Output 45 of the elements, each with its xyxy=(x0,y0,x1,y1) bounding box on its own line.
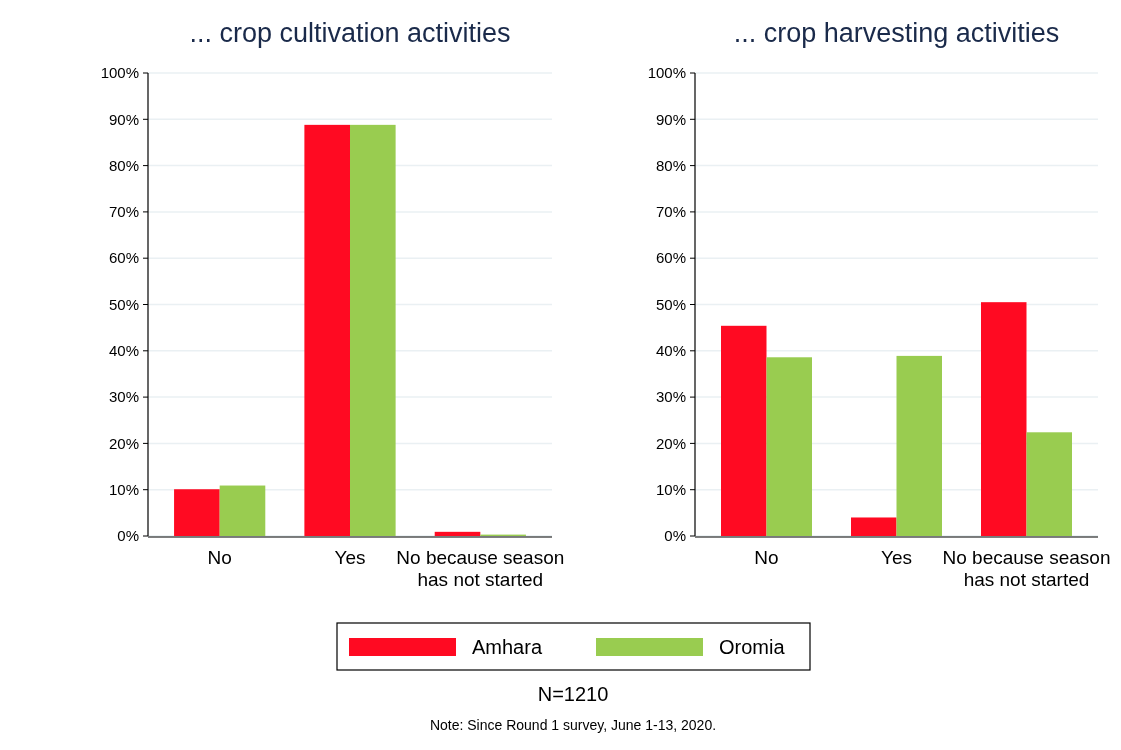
y-tick-label: 10% xyxy=(108,480,139,498)
chart-title: ... crop harvesting activities xyxy=(733,18,1060,48)
y-tick-label: 100% xyxy=(100,64,139,82)
y-tick-label: 20% xyxy=(655,434,686,452)
y-tick-label: 80% xyxy=(108,156,139,174)
bar xyxy=(1026,432,1072,536)
x-tick-label: Yes xyxy=(334,547,366,568)
y-tick-label: 90% xyxy=(108,110,139,128)
bar xyxy=(219,485,266,536)
y-tick-label: 40% xyxy=(655,342,686,360)
bar xyxy=(350,124,396,536)
x-tick-label: No because season has not started xyxy=(396,547,565,590)
y-tick-label: 90% xyxy=(655,110,686,128)
bar xyxy=(896,355,942,536)
y-tick-label: 100% xyxy=(647,64,686,82)
bar xyxy=(434,531,481,536)
y-tick-label: 30% xyxy=(655,388,686,406)
y-tick-label: 60% xyxy=(108,249,139,267)
y-tick-label: 70% xyxy=(108,203,139,221)
bar xyxy=(851,517,897,536)
text: Amhara xyxy=(472,636,543,658)
x-tick-label: No because season has not started xyxy=(942,547,1111,590)
x-tick-label: Yes xyxy=(881,547,912,568)
y-tick-label: 80% xyxy=(655,156,686,174)
bar xyxy=(981,302,1027,536)
y-tick-label: 50% xyxy=(108,295,139,313)
text: Note: Since Round 1 survey, June 1-13, 2020. xyxy=(429,717,717,733)
x-tick-label: No xyxy=(207,547,232,568)
bar xyxy=(721,325,767,536)
y-tick-label: 0% xyxy=(664,527,686,545)
y-tick-label: 30% xyxy=(108,388,139,406)
y-tick-label: 50% xyxy=(655,295,686,313)
bar xyxy=(766,357,812,536)
y-tick-label: 10% xyxy=(655,480,686,498)
text: Oromia xyxy=(719,636,786,658)
y-tick-label: 60% xyxy=(655,249,686,267)
text: N=1210 xyxy=(537,683,609,705)
bar xyxy=(304,124,350,536)
y-tick-label: 70% xyxy=(655,203,686,221)
y-tick-label: 40% xyxy=(108,342,139,360)
y-tick-label: 20% xyxy=(108,434,139,452)
bar xyxy=(174,489,220,536)
y-tick-label: 0% xyxy=(117,527,139,545)
chart-title: ... crop cultivation activities xyxy=(189,18,511,48)
x-tick-label: No xyxy=(754,547,779,568)
